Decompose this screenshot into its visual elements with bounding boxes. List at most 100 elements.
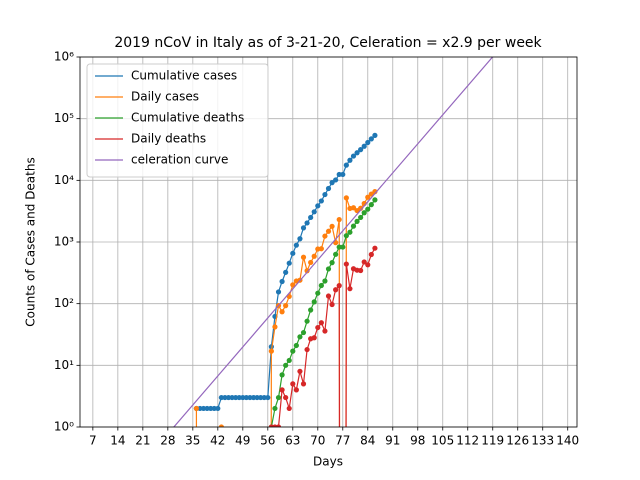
legend: Cumulative cases Daily cases Cumulative de… [86,63,269,178]
data-point [361,143,367,149]
x-tick-label: 63 [285,434,300,448]
data-point [347,286,353,292]
data-point [290,282,296,288]
data-point [354,150,360,156]
y-tick-label: 10¹ [54,358,74,372]
data-point [275,424,282,427]
x-tick-label: 112 [456,434,479,448]
data-point [358,267,364,274]
chart-title: 2019 nCoV in Italy as of 3-21-20, Celera… [114,35,542,51]
data-point [311,253,317,259]
data-point [268,348,274,354]
data-point [329,223,335,229]
data-point [272,405,278,412]
x-tick-label: 70 [310,434,325,448]
data-point [208,405,214,412]
data-point [279,387,285,393]
data-point [322,278,328,284]
data-point [340,244,346,250]
data-point [308,307,314,313]
legend-label: celeration curve [131,153,228,167]
data-point [336,283,342,289]
x-tick-label: 14 [110,434,125,448]
data-point [322,233,328,239]
data-point [325,228,332,234]
legend-label: Cumulative deaths [131,111,244,125]
data-point [286,405,292,412]
axes: 7 14 21 28 35 42 49 56 63 70 77 84 91 98 105 112 119 126 1… [54,50,579,448]
legend-label: Daily deaths [131,132,206,146]
data-point [279,309,285,315]
series-line [173,57,494,427]
data-point [368,251,374,258]
data-point [290,348,296,354]
x-tick-label: 119 [481,434,504,448]
data-point [304,268,310,274]
data-point [283,269,289,275]
x-tick-label: 126 [506,434,529,448]
data-point [290,250,296,256]
data-point [300,254,307,260]
data-point [218,424,224,427]
data-point [365,139,371,146]
data-point [333,287,339,293]
legend-label: Daily cases [131,90,199,104]
data-point [372,245,378,251]
x-tick-label: 49 [235,434,250,448]
y-tick-label: 10⁵ [54,111,74,125]
data-point [304,220,310,226]
x-tick-label: 7 [89,434,97,448]
data-point [311,335,317,341]
data-point [293,242,299,248]
data-point [329,260,335,266]
data-point [286,357,292,364]
data-point [318,246,324,252]
data-point [215,405,221,412]
data-point [325,266,332,272]
legend-box [86,63,269,178]
x-tick-label: 140 [556,434,579,448]
data-point [333,177,339,183]
x-axis-label: Days [313,455,343,469]
data-point [347,157,353,163]
plot-area [173,57,494,427]
data-point [279,278,285,285]
y-tick-label: 10⁴ [54,173,74,187]
data-point [283,394,289,401]
x-tick-label: 56 [260,434,275,448]
x-tick-label: 84 [360,434,375,448]
data-point [300,329,307,336]
data-point [311,209,317,215]
data-point [308,214,314,221]
data-point [304,346,310,353]
y-tick-label: 10⁶ [54,50,74,64]
data-point [311,299,317,305]
data-point [275,289,282,295]
data-point [300,225,307,231]
data-point [361,210,367,216]
data-point [361,259,367,265]
data-point [250,394,257,401]
data-point [329,301,335,308]
data-point [290,381,296,387]
data-point [343,195,349,201]
data-point [300,381,307,387]
data-point [204,405,210,412]
data-point [297,368,303,374]
data-point [343,162,349,168]
data-point [265,394,271,401]
y-tick-label: 10² [54,296,74,310]
data-point [350,223,357,229]
data-point [218,394,224,401]
x-tick-label: 91 [385,434,400,448]
data-point [340,171,346,178]
data-point [350,153,357,159]
y-tick-label: 10⁰ [54,420,74,434]
x-tick-label: 21 [135,434,150,448]
data-point [318,282,324,289]
data-point [200,405,207,412]
data-point [236,394,242,401]
data-point [333,251,339,257]
data-point [315,203,321,209]
